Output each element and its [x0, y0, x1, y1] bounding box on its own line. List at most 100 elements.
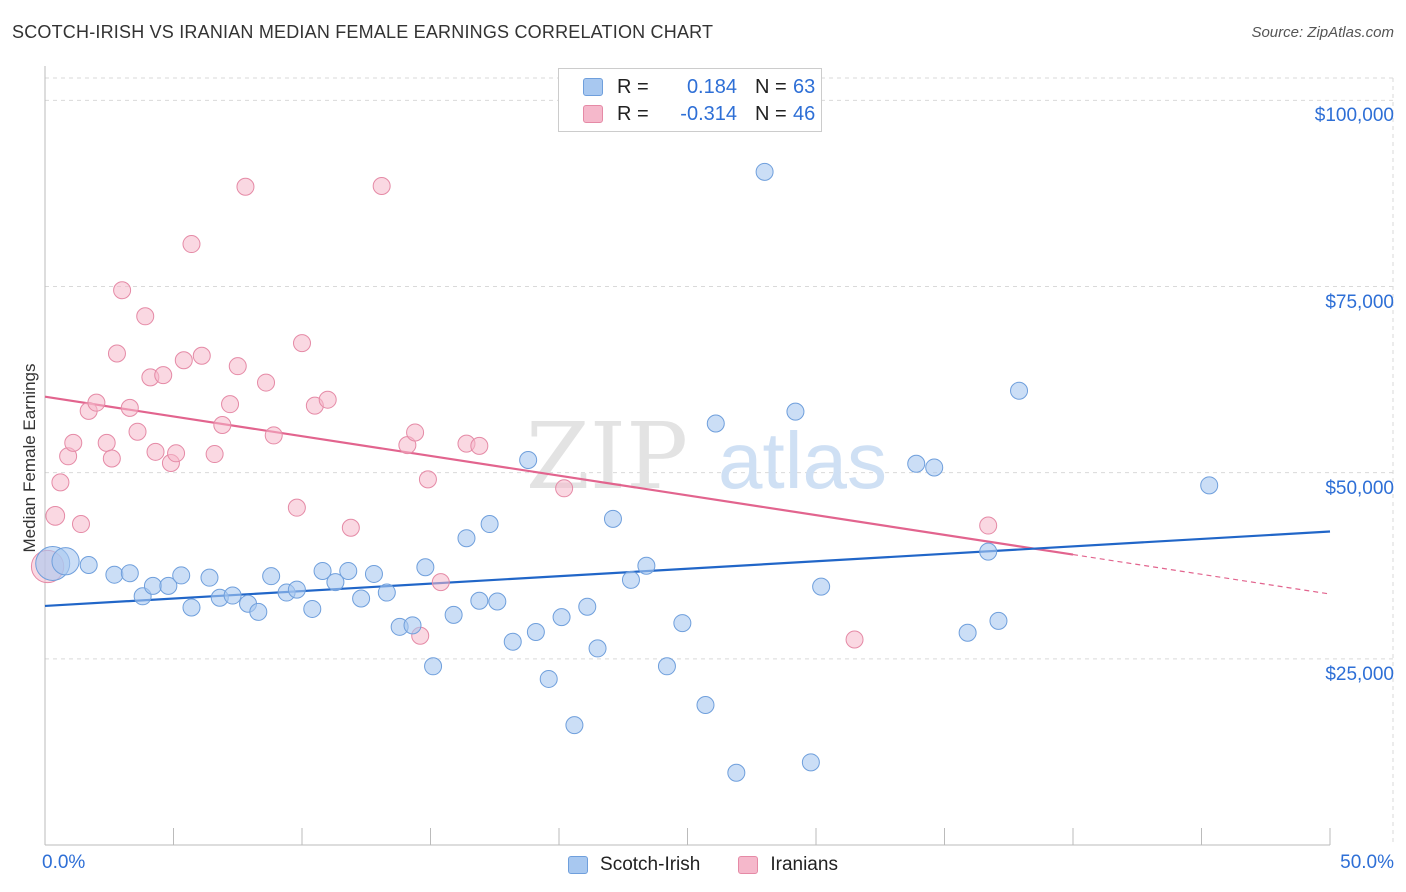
point-scotch-irish [470, 591, 489, 610]
point-iranians [979, 516, 998, 535]
point-scotch-irish [539, 669, 558, 688]
legend-n-label: N = [755, 75, 787, 98]
series-swatch-iranians [738, 856, 759, 874]
legend-r-label: R = [617, 102, 649, 125]
legend-row-iranians: R = -0.314 N = 46 [583, 102, 815, 126]
point-scotch-irish [488, 592, 507, 611]
point-scotch-irish [377, 583, 396, 602]
point-scotch-irish [105, 565, 124, 584]
chart-title: SCOTCH-IRISH VS IRANIAN MEDIAN FEMALE EA… [12, 22, 714, 42]
point-iranians [341, 518, 360, 537]
point-iranians [113, 281, 132, 300]
point-scotch-irish [403, 616, 422, 635]
x-tick-label-min: 0.0% [42, 852, 86, 873]
point-scotch-irish [249, 602, 268, 621]
point-iranians [318, 390, 337, 409]
point-iranians [146, 442, 165, 461]
y-tick-label: $50,000 [1325, 477, 1394, 499]
point-scotch-irish [364, 564, 383, 583]
point-scotch-irish [925, 458, 944, 477]
point-scotch-irish [958, 623, 977, 642]
point-iranians [174, 351, 193, 370]
point-iranians [120, 398, 139, 417]
point-iranians [372, 176, 391, 195]
point-scotch-irish [313, 561, 332, 580]
point-iranians [128, 422, 147, 441]
legend-r-value: 0.184 [686, 75, 737, 98]
legend-r-value: -0.314 [680, 102, 737, 125]
point-iranians [470, 436, 489, 455]
point-scotch-irish [326, 573, 345, 592]
point-iranians [228, 357, 247, 376]
point-scotch-irish [907, 454, 926, 473]
point-scotch-irish [979, 542, 998, 561]
legend-row-scotch-irish: R = 0.184 N = 63 [583, 75, 815, 99]
point-scotch-irish [79, 556, 98, 575]
point-scotch-irish [172, 566, 191, 585]
point-scotch-irish [339, 561, 358, 580]
point-scotch-irish [143, 576, 162, 595]
series-label: Scotch-Irish [600, 854, 701, 875]
series-label: Iranians [770, 854, 838, 875]
legend-swatch-scotch-irish [583, 78, 603, 96]
legend-r-label: R = [617, 75, 649, 98]
point-scotch-irish [812, 577, 831, 596]
point-iranians [555, 479, 574, 498]
point-scotch-irish [457, 529, 476, 548]
point-scotch-irish [159, 576, 178, 595]
point-scotch-irish [444, 605, 463, 624]
point-iranians [87, 393, 106, 412]
point-iranians [221, 395, 240, 414]
point-iranians [182, 235, 201, 254]
point-iranians [293, 334, 311, 353]
point-scotch-irish [588, 639, 607, 658]
series-legend-scotch-irish[interactable]: Scotch-Irish [568, 854, 700, 876]
series-legend: Scotch-Irish Iranians [0, 852, 1406, 878]
y-tick-label: $25,000 [1325, 663, 1394, 685]
point-iranians [71, 515, 90, 534]
point-iranians [102, 449, 121, 468]
point-iranians [264, 426, 283, 445]
x-tick-label-max: 50.0% [1340, 852, 1394, 873]
legend-n-value: 46 [793, 102, 816, 125]
point-scotch-irish [696, 696, 715, 715]
legend-n-label: N = [755, 102, 787, 125]
source-credit: Source: ZipAtlas.com [1251, 24, 1394, 41]
point-scotch-irish [424, 657, 443, 676]
legend-swatch-iranians [583, 105, 603, 123]
point-scotch-irish [416, 558, 435, 577]
point-iranians [107, 344, 126, 363]
point-iranians [136, 307, 155, 326]
point-scotch-irish [223, 586, 242, 605]
point-scotch-irish [303, 599, 322, 618]
point-iranians [213, 416, 232, 435]
point-iranians [167, 444, 186, 463]
point-iranians [51, 473, 70, 492]
point-iranians [418, 470, 437, 489]
point-scotch-irish [706, 414, 725, 433]
correlation-legend: R = 0.184 N = 63 R = -0.314 N = 46 [558, 68, 822, 132]
point-scotch-irish [552, 608, 571, 627]
point-scotch-irish [51, 547, 80, 576]
point-scotch-irish [637, 556, 656, 575]
point-scotch-irish [786, 402, 805, 421]
point-iranians [97, 433, 116, 452]
series-legend-iranians[interactable]: Iranians [738, 854, 838, 876]
point-scotch-irish [200, 568, 219, 587]
point-scotch-irish [503, 632, 522, 651]
point-iranians [845, 630, 864, 649]
point-iranians [236, 177, 255, 196]
point-scotch-irish [480, 515, 499, 534]
point-scotch-irish [519, 451, 538, 470]
point-scotch-irish [673, 614, 692, 633]
y-tick-label: $75,000 [1325, 291, 1394, 313]
y-tick-label: $100,000 [1314, 105, 1394, 127]
point-iranians [64, 433, 83, 452]
point-scotch-irish [262, 567, 281, 586]
point-iranians [192, 346, 211, 365]
point-iranians [431, 573, 450, 592]
point-scotch-irish [182, 598, 201, 617]
point-iranians [257, 373, 276, 392]
point-scotch-irish [578, 597, 597, 616]
